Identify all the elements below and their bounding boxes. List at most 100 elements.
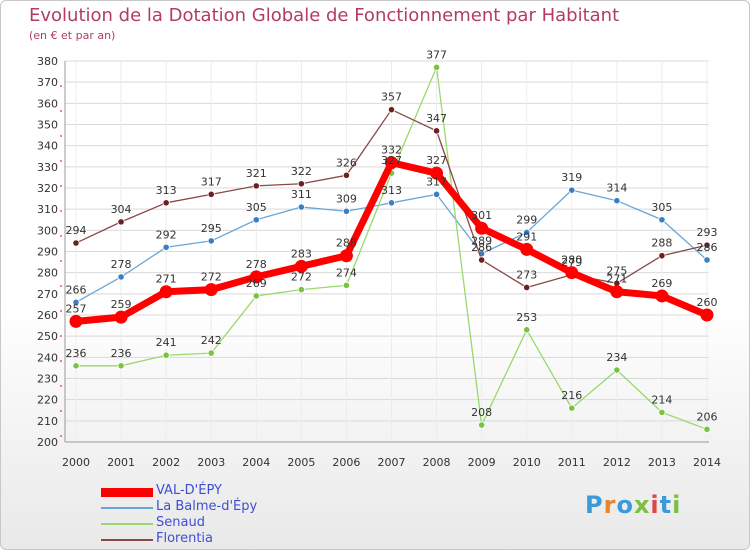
- x-tick-label: 2001: [107, 456, 135, 469]
- data-point: [342, 171, 351, 179]
- data-label: 271: [606, 273, 627, 286]
- axis-dot: [60, 435, 62, 437]
- data-label: 309: [336, 192, 357, 205]
- data-label: 289: [471, 235, 492, 248]
- y-tick-label: 360: [37, 97, 58, 110]
- axis-dot: [60, 110, 62, 112]
- logo-letter: i: [650, 491, 660, 519]
- data-label: 253: [516, 311, 537, 324]
- data-point: [117, 362, 125, 370]
- x-tick-label: 2005: [287, 456, 315, 469]
- data-point: [339, 249, 353, 263]
- data-point: [159, 285, 173, 299]
- data-label: 286: [471, 241, 492, 254]
- data-label: 377: [426, 48, 447, 61]
- data-point: [117, 218, 125, 226]
- data-label: 269: [246, 277, 267, 290]
- x-tick-label: 2006: [332, 456, 360, 469]
- x-tick-label: 2000: [62, 456, 90, 469]
- data-point: [565, 266, 579, 280]
- data-point: [249, 270, 263, 284]
- data-label: 293: [697, 226, 718, 239]
- data-point: [204, 283, 218, 297]
- data-point: [568, 186, 576, 194]
- data-label: 271: [156, 273, 177, 286]
- data-label: 272: [291, 271, 312, 284]
- axis-dot: [60, 285, 62, 287]
- axis-dot: [60, 210, 62, 212]
- y-tick-label: 260: [37, 309, 58, 322]
- y-tick-label: 320: [37, 182, 58, 195]
- data-label: 288: [336, 237, 357, 250]
- data-label: 347: [426, 112, 447, 125]
- data-point: [523, 283, 531, 292]
- data-point: [478, 421, 486, 429]
- legend-swatch: [101, 539, 153, 541]
- logo-letter: r: [603, 491, 617, 519]
- data-point: [252, 182, 260, 190]
- data-point: [658, 408, 666, 416]
- axis-dot: [60, 85, 62, 87]
- data-label: 260: [697, 296, 718, 309]
- data-point: [297, 180, 305, 188]
- y-tick-label: 240: [37, 351, 58, 364]
- y-tick-label: 270: [37, 288, 58, 301]
- data-point: [387, 106, 396, 114]
- y-tick-label: 340: [37, 140, 58, 153]
- data-label: 273: [516, 268, 537, 281]
- data-label: 283: [291, 247, 312, 260]
- y-tick-label: 350: [37, 119, 58, 132]
- data-point: [114, 310, 128, 324]
- data-point: [432, 127, 441, 135]
- data-point: [207, 190, 215, 198]
- data-point: [387, 199, 396, 207]
- data-label: 274: [336, 266, 357, 279]
- data-label: 292: [156, 228, 177, 241]
- y-tick-label: 310: [37, 203, 58, 216]
- data-point: [523, 228, 531, 237]
- legend-swatch: [101, 488, 153, 497]
- data-point: [385, 156, 398, 170]
- chart-title: Evolution de la Dotation Globale de Fonc…: [29, 5, 620, 26]
- legend-label: La Balme-d'Épy: [156, 499, 258, 514]
- data-label: 322: [291, 165, 312, 178]
- data-point: [162, 351, 170, 359]
- legend-label: Senaud: [156, 515, 205, 530]
- x-tick-label: 2002: [152, 456, 180, 469]
- proxiti-logo: Proxiti: [585, 491, 681, 519]
- legend-swatch: [101, 507, 153, 509]
- logo-letter: P: [585, 491, 604, 519]
- data-label: 257: [66, 302, 87, 315]
- data-label: 326: [336, 156, 357, 169]
- axis-dot: [60, 235, 62, 237]
- data-point: [703, 241, 711, 249]
- data-point: [72, 239, 80, 247]
- data-point: [568, 404, 576, 412]
- data-label: 275: [606, 264, 627, 277]
- data-label: 317: [426, 175, 447, 188]
- data-label: 278: [246, 258, 267, 271]
- data-label: 332: [381, 144, 402, 157]
- data-point: [478, 256, 486, 264]
- data-point: [700, 308, 714, 322]
- data-point: [523, 326, 531, 334]
- axis-dot: [60, 410, 62, 412]
- chart-subtitle: (en € et par an): [29, 29, 116, 42]
- x-tick-label: 2012: [603, 456, 631, 469]
- data-label: 280: [561, 254, 582, 267]
- data-point: [613, 197, 621, 205]
- axis-dot: [60, 185, 62, 187]
- data-label: 301: [471, 209, 492, 222]
- data-label: 295: [201, 222, 222, 235]
- data-label: 259: [111, 298, 132, 311]
- data-label: 311: [291, 188, 312, 201]
- y-tick-label: 380: [37, 55, 58, 68]
- x-tick-label: 2013: [648, 456, 676, 469]
- data-label: 236: [111, 347, 132, 360]
- y-tick-label: 280: [37, 267, 58, 280]
- data-point: [207, 237, 215, 245]
- data-label: 357: [381, 91, 402, 104]
- logo-letter: o: [616, 491, 634, 519]
- data-label: 279: [561, 256, 582, 269]
